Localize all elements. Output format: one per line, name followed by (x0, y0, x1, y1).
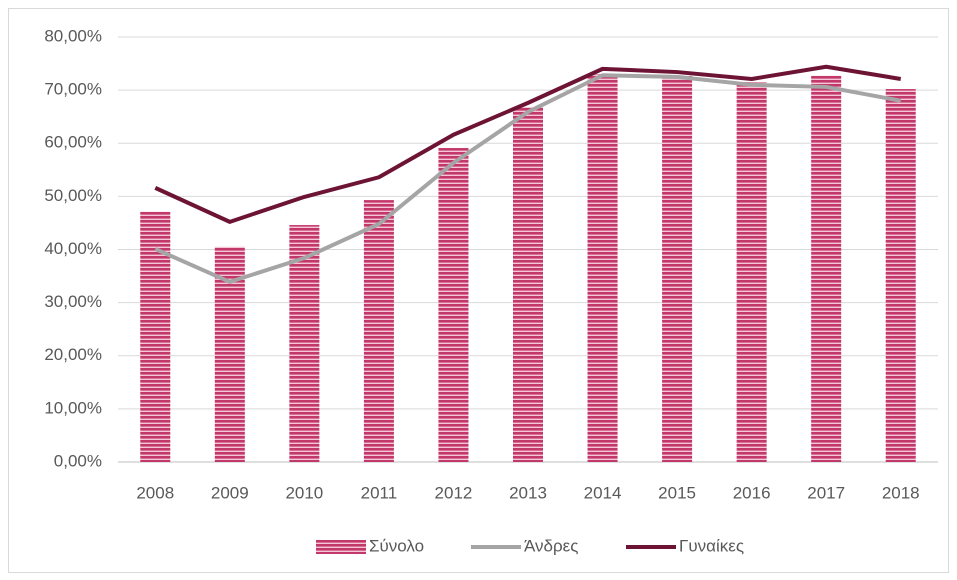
x-tick-label: 2010 (285, 483, 323, 502)
y-tick-label: 60,00% (44, 133, 102, 152)
y-tick-label: 70,00% (44, 80, 102, 99)
y-tick-label: 50,00% (44, 186, 102, 205)
y-tick-label: 0,00% (54, 451, 102, 470)
x-tick-label: 2018 (882, 483, 920, 502)
x-tick-label: 2017 (807, 483, 845, 502)
x-tick-label: 2011 (361, 483, 398, 502)
legend-label: Σύνολο (369, 536, 424, 555)
line (154, 64, 902, 224)
legend-label: Άνδρες (524, 536, 578, 555)
y-tick-label: 40,00% (44, 239, 102, 258)
bar (363, 200, 394, 462)
y-tick-label: 10,00% (44, 398, 102, 417)
bar (885, 89, 916, 462)
bar (736, 82, 767, 462)
bar (811, 75, 842, 462)
legend-swatch (316, 540, 366, 554)
bar (289, 225, 320, 462)
bar (662, 75, 693, 462)
x-tick-label: 2012 (435, 483, 473, 502)
bar (587, 74, 618, 462)
y-tick-label: 20,00% (44, 345, 102, 364)
x-tick-label: 2009 (211, 483, 249, 502)
line (154, 73, 902, 284)
x-tick-label: 2016 (733, 483, 771, 502)
y-tick-label: 30,00% (44, 292, 102, 311)
y-tick-label: 80,00% (44, 26, 102, 45)
x-tick-label: 2015 (658, 483, 696, 502)
legend-label: Γυναίκες (679, 536, 744, 555)
bar (438, 148, 469, 462)
x-tick-label: 2008 (136, 483, 174, 502)
bar (513, 107, 543, 462)
x-tick-label: 2014 (584, 483, 622, 502)
x-tick-label: 2013 (509, 483, 547, 502)
